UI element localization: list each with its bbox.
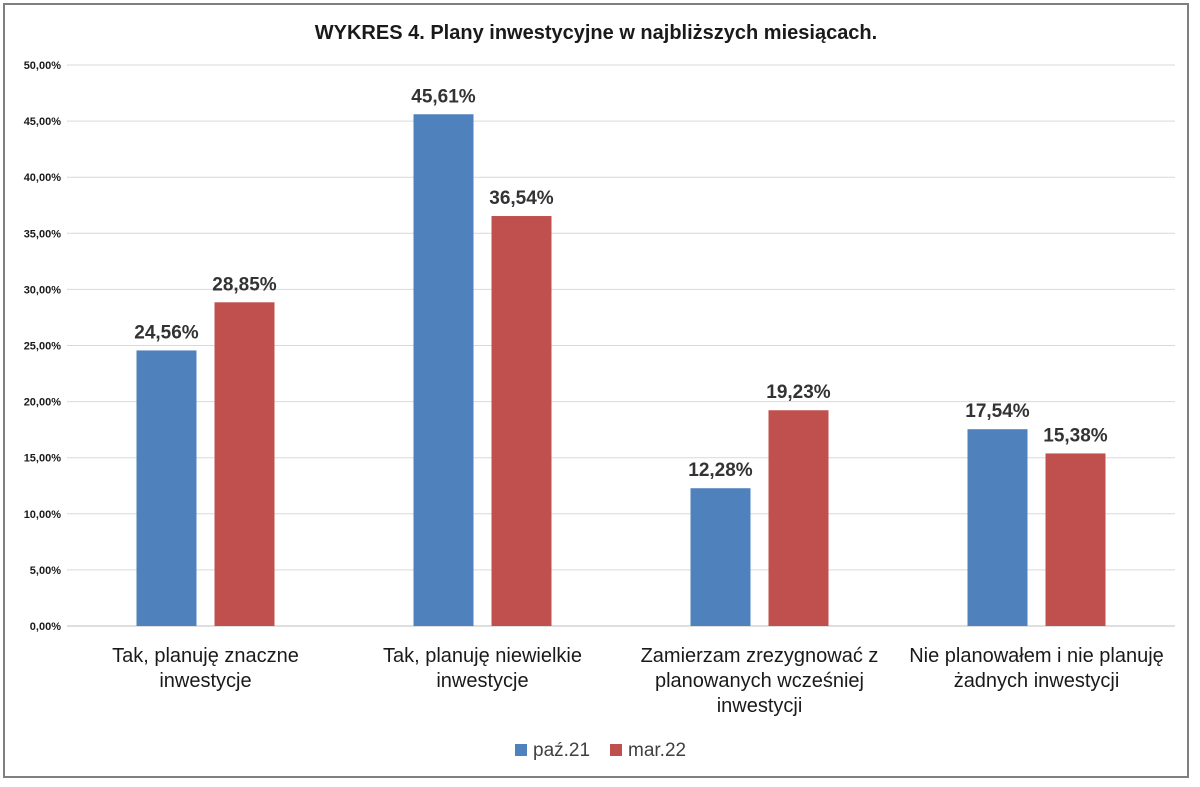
y-tick-label: 45,00% bbox=[24, 116, 62, 128]
y-tick-label: 25,00% bbox=[24, 341, 62, 353]
legend-entry: mar.22 bbox=[628, 740, 686, 761]
category-label: inwestycje bbox=[436, 670, 528, 692]
chart-title: WYKRES 4. Plany inwestycyjne w najbliższ… bbox=[315, 22, 877, 44]
category-label: Zamierzam zrezygnować z bbox=[641, 645, 879, 667]
bars bbox=[136, 114, 1106, 627]
bar-paź.21 bbox=[136, 350, 197, 626]
data-label: 15,38% bbox=[1043, 425, 1108, 446]
y-tick-label: 35,00% bbox=[24, 228, 62, 240]
legend-swatch bbox=[515, 744, 527, 756]
data-label: 19,23% bbox=[766, 382, 831, 403]
y-tick-label: 0,00% bbox=[30, 621, 61, 633]
legend-entry: paź.21 bbox=[533, 740, 590, 761]
data-label: 45,61% bbox=[411, 86, 476, 107]
legend-swatch bbox=[610, 744, 622, 756]
data-label: 17,54% bbox=[965, 401, 1030, 422]
bar-paź.21 bbox=[413, 114, 474, 626]
data-label: 24,56% bbox=[134, 322, 199, 343]
category-label: żadnych inwestycji bbox=[954, 670, 1120, 692]
chart-frame bbox=[3, 3, 1189, 778]
category-label: Nie planowałem i nie planuję bbox=[909, 645, 1164, 667]
category-label: Tak, planuję niewielkie bbox=[383, 645, 582, 667]
data-label: 28,85% bbox=[212, 274, 277, 295]
y-axis-ticks: 0,00% 5,00% 10,00% 15,00% 20,00% 25,00% 30,00%… bbox=[24, 60, 62, 633]
data-label: 12,28% bbox=[688, 460, 753, 481]
y-tick-label: 40,00% bbox=[24, 172, 62, 184]
category-labels: Tak, planuję znaczne inwestycje Tak, planu… bbox=[112, 645, 1164, 717]
y-tick-label: 20,00% bbox=[24, 397, 62, 409]
data-labels: 24,56% 28,85% 45,61% 36,54% 12,28% 19,23% 17,5… bbox=[134, 86, 1108, 481]
category-label: planowanych wcześniej bbox=[655, 670, 864, 692]
bar-mar.22 bbox=[768, 410, 829, 626]
bar-mar.22 bbox=[491, 216, 552, 627]
legend: paź.21 mar.22 bbox=[515, 740, 686, 761]
y-tick-label: 10,00% bbox=[24, 509, 62, 521]
category-label: Tak, planuję znaczne bbox=[112, 645, 299, 667]
y-tick-label: 50,00% bbox=[24, 60, 62, 72]
y-tick-label: 15,00% bbox=[24, 453, 62, 465]
y-tick-label: 30,00% bbox=[24, 284, 62, 296]
bar-paź.21 bbox=[690, 488, 751, 626]
y-tick-label: 5,00% bbox=[30, 565, 61, 577]
category-label: inwestycje bbox=[159, 670, 251, 692]
category-label: inwestycji bbox=[717, 695, 803, 717]
bar-mar.22 bbox=[214, 302, 275, 626]
bar-paź.21 bbox=[967, 429, 1028, 626]
bar-mar.22 bbox=[1045, 453, 1106, 626]
data-label: 36,54% bbox=[489, 188, 554, 209]
